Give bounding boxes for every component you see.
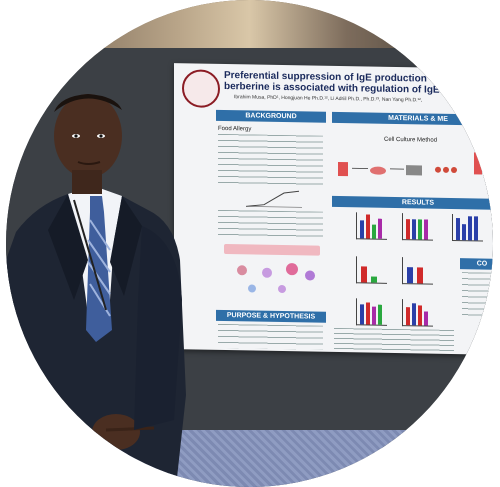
cell-culture-diagram (338, 152, 493, 194)
photo-frame: Preferential suppression of IgE producti… (6, 0, 493, 487)
research-poster: Preferential suppression of IgE producti… (174, 63, 493, 355)
mechanism-diagram (224, 244, 320, 294)
presenter-person (6, 94, 186, 487)
allergy-curve-figure (245, 190, 302, 208)
